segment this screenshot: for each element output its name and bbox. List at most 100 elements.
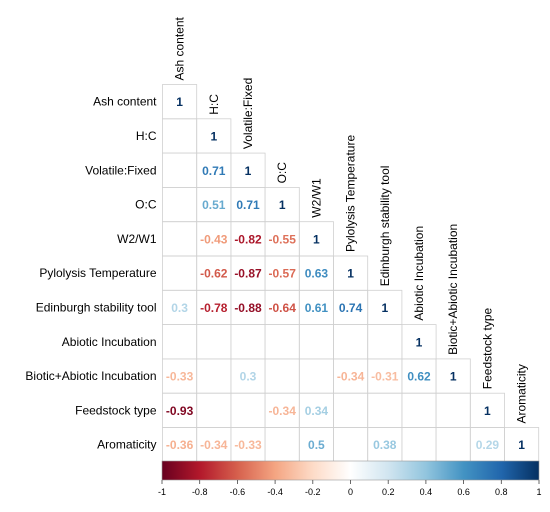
column-labels: Ash content H:C Volatile:Fixed O:C W2/W1 Pylo… — [173, 16, 529, 423]
correlation-value: 1 — [313, 232, 320, 246]
correlation-value: 1 — [210, 129, 217, 143]
grid-cell — [230, 324, 266, 360]
grid-cell — [333, 324, 369, 360]
grid-cell — [298, 324, 334, 360]
column-label: Feedstock type — [480, 307, 494, 389]
column-label: Volatile:Fixed — [241, 78, 255, 149]
correlation-cells: 110.71 10.51 0.71 1-0.43 -0.82 -0.55 1-0.62 -0.… — [166, 95, 525, 452]
colorbar-tick-label: -1 — [158, 487, 166, 497]
correlation-value: 1 — [484, 404, 491, 418]
grid-cell — [367, 392, 403, 428]
correlation-value: -0.31 — [371, 370, 399, 384]
grid-cell — [162, 255, 198, 291]
grid-cell — [435, 392, 471, 428]
colorbar: -1 -0.8 -0.6 -0.4 -0.2 0 0.2 0.4 0.6 0.8 1 — [158, 460, 542, 497]
correlation-value: -0.88 — [234, 301, 262, 315]
grid-cell — [264, 324, 300, 360]
row-label: Abiotic Incubation — [62, 335, 157, 349]
row-label: Biotic+Abiotic Incubation — [25, 369, 156, 383]
column-label: O:C — [275, 162, 289, 184]
correlation-value: 0.61 — [305, 301, 329, 315]
correlation-value: -0.57 — [269, 267, 297, 281]
grid-cell — [264, 358, 300, 394]
correlation-value: -0.33 — [166, 370, 194, 384]
row-label: O:C — [135, 198, 157, 212]
correlation-value: 1 — [347, 267, 354, 281]
column-label: Biotic+Abiotic Incubation — [446, 224, 460, 355]
correlation-value: -0.64 — [269, 301, 297, 315]
grid-cell — [196, 358, 232, 394]
correlation-value: -0.33 — [234, 438, 262, 452]
correlation-value: -0.36 — [166, 438, 194, 452]
correlation-value: 0.51 — [202, 198, 226, 212]
column-label: H:C — [207, 94, 221, 115]
correlation-value: 1 — [518, 438, 525, 452]
correlation-value: -0.93 — [166, 404, 194, 418]
correlation-value: -0.78 — [200, 301, 228, 315]
correlation-value: 1 — [450, 370, 457, 384]
column-label: W2/W1 — [309, 178, 323, 218]
correlation-value: -0.82 — [234, 232, 262, 246]
row-label: Volatile:Fixed — [85, 163, 156, 177]
row-label: Edinburgh stability tool — [36, 300, 157, 314]
colorbar-tick-label: 1 — [536, 487, 541, 497]
grid-cell — [401, 392, 437, 428]
colorbar-tick-label: -0.4 — [267, 487, 283, 497]
correlation-value: 0.3 — [171, 301, 188, 315]
grid-cell — [333, 392, 369, 428]
correlation-value: -0.34 — [337, 370, 365, 384]
colorbar-tick-label: 0.8 — [495, 487, 508, 497]
correlation-value: 0.29 — [476, 438, 500, 452]
column-label: Aromaticity — [515, 364, 529, 423]
row-label: Feedstock type — [75, 403, 157, 417]
colorbar-tick-label: 0.4 — [420, 487, 433, 497]
row-label: W2/W1 — [117, 232, 157, 246]
correlation-value: 1 — [416, 335, 423, 349]
correlation-value: 0.62 — [407, 370, 431, 384]
grid-cell — [162, 118, 198, 154]
correlation-value: 0.5 — [308, 438, 325, 452]
row-label: Aromaticity — [97, 438, 156, 452]
grid-cell — [196, 324, 232, 360]
correlation-value: 0.38 — [373, 438, 397, 452]
grid-cell — [298, 358, 334, 394]
colorbar-gradient — [161, 460, 540, 481]
correlation-value: 0.71 — [236, 198, 260, 212]
row-label: H:C — [136, 129, 157, 143]
column-label: Abiotic Incubation — [412, 226, 426, 321]
colorbar-tick-label: 0 — [348, 487, 353, 497]
correlation-value: 0.3 — [240, 370, 257, 384]
grid-cell — [435, 427, 471, 463]
correlation-value: 0.74 — [339, 301, 363, 315]
correlation-value: -0.34 — [269, 404, 297, 418]
colorbar-tick-label: 0.6 — [457, 487, 470, 497]
grid-cell — [367, 324, 403, 360]
correlation-value: 0.34 — [305, 404, 329, 418]
correlation-value: 1 — [176, 95, 183, 109]
column-label: Edinburgh stability tool — [378, 166, 392, 287]
correlation-value: 1 — [381, 301, 388, 315]
row-labels: Ash content H:C Volatile:Fixed O:C W2/W1 Pylo… — [25, 95, 157, 452]
colorbar-tick-label: 0.2 — [382, 487, 395, 497]
grid-cell — [162, 186, 198, 223]
row-label: Pylolysis Temperature — [39, 266, 156, 280]
grid-cell — [230, 392, 266, 428]
grid-cell — [162, 221, 198, 257]
correlation-value: 0.63 — [305, 267, 329, 281]
grid-cell — [401, 427, 437, 463]
column-label: Ash content — [173, 16, 187, 80]
colorbar-tick-label: -0.2 — [305, 487, 321, 497]
correlation-value: -0.34 — [200, 438, 228, 452]
correlation-value: 1 — [279, 198, 286, 212]
correlation-value: 1 — [245, 164, 252, 178]
correlation-value: -0.55 — [269, 232, 297, 246]
grid-cell — [162, 324, 198, 360]
correlation-value: -0.43 — [200, 232, 228, 246]
row-label: Ash content — [93, 95, 157, 109]
grid-cell — [333, 427, 369, 463]
grid-cell — [196, 392, 232, 428]
grid-cell — [264, 427, 300, 463]
column-label: Pylolysis Temperature — [344, 135, 358, 252]
colorbar-tick-label: -0.8 — [192, 487, 208, 497]
